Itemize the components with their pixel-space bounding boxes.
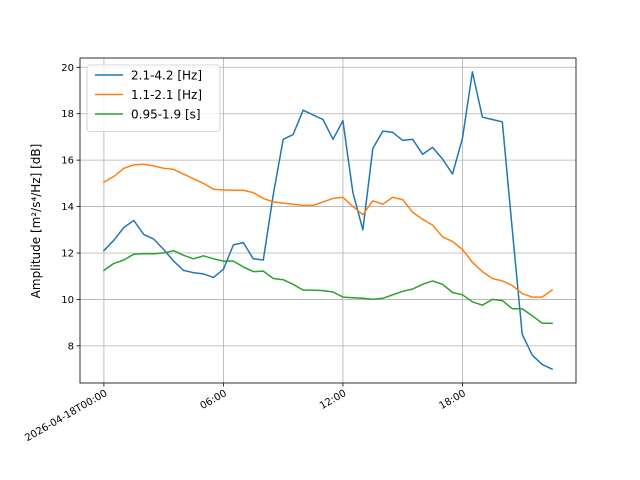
legend: 2.1-4.2 [Hz] 1.1-2.1 [Hz] 0.95-1.9 [s] xyxy=(86,64,221,132)
y-tick-label: 16 xyxy=(61,156,74,167)
series-line xyxy=(102,249,553,325)
legend-label: 0.95-1.9 [s] xyxy=(131,108,201,122)
y-tick-label: 14 xyxy=(61,202,74,213)
legend-label: 2.1-4.2 [Hz] xyxy=(131,69,202,83)
plot-frame xyxy=(79,57,577,384)
legend-label: 1.1-2.1 [Hz] xyxy=(131,88,202,102)
y-tick-label: 10 xyxy=(61,295,74,306)
y-axis: 8 10 12 14 16 18 20 xyxy=(61,63,80,352)
series-lines xyxy=(102,71,554,371)
y-axis-label: Amplitude [m²/s⁴/Hz] [dB] xyxy=(29,144,43,299)
y-tick-label: 20 xyxy=(61,63,74,74)
legend-box xyxy=(86,64,221,132)
y-tick-label: 18 xyxy=(61,109,74,120)
series-line xyxy=(102,71,554,371)
y-tick-label: 12 xyxy=(61,249,74,260)
y-tick-label: 8 xyxy=(68,341,74,352)
series-line xyxy=(102,163,554,298)
